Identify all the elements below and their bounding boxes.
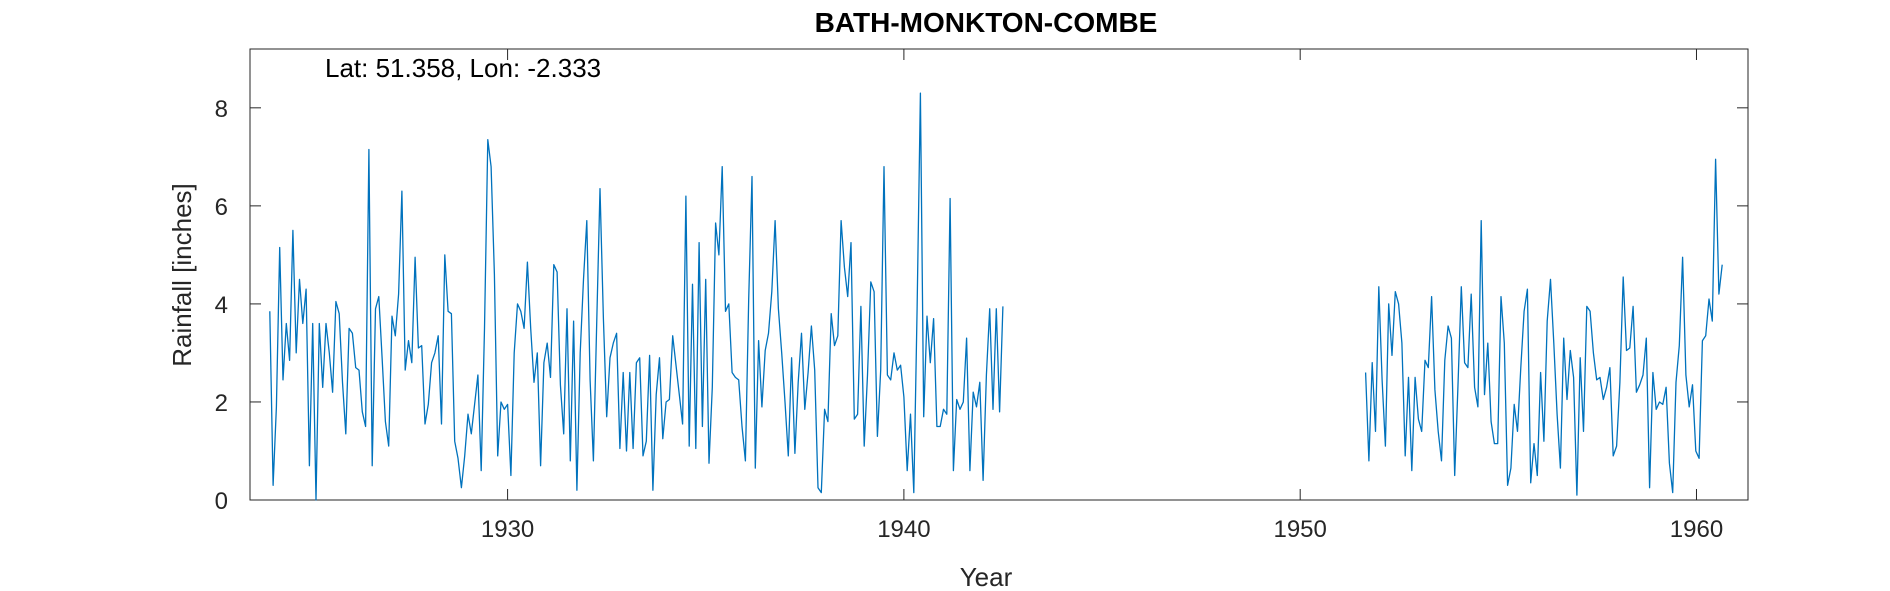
x-tick-label: 1940 (877, 516, 930, 543)
y-axis-title: Rainfall [inches] (167, 183, 197, 367)
x-tick-label: 1930 (481, 516, 534, 543)
chart-title: BATH-MONKTON-COMBE (815, 7, 1158, 38)
x-tick-label: 1960 (1670, 516, 1723, 543)
y-tick-label: 4 (215, 292, 228, 319)
location-annotation: Lat: 51.358, Lon: -2.333 (325, 53, 601, 83)
y-tick-label: 2 (215, 390, 228, 417)
x-tick-label: 1950 (1273, 516, 1326, 543)
axes: 1930 1940 1950 1960 0 2 4 6 8 (215, 48, 1749, 543)
y-tick-label: 8 (215, 96, 228, 123)
rainfall-series-line (1364, 158, 1723, 496)
plot-box (249, 48, 1749, 501)
y-tick-label: 6 (215, 194, 228, 221)
y-tick-label: 0 (215, 488, 228, 515)
series-group (269, 92, 1723, 501)
x-axis-title: Year (960, 562, 1013, 591)
rainfall-series-line (269, 92, 1004, 501)
